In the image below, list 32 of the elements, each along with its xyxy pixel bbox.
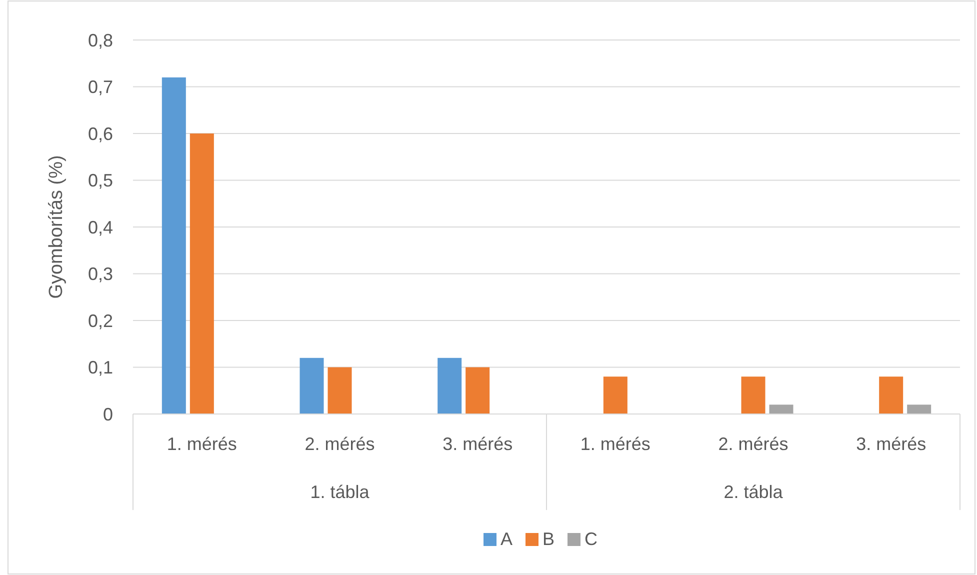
text: 1. tábla (310, 482, 370, 502)
y-axis-title: Gyomborítás (%) (46, 155, 67, 299)
y-tick-label: 0,2 (88, 310, 113, 331)
y-tick-label: 0,6 (88, 124, 113, 144)
y-tick-label: 0,3 (88, 264, 113, 284)
x-tick-label: 2. mérés (304, 434, 375, 454)
bar (300, 358, 324, 414)
y-tick-label: 0,8 (88, 30, 113, 50)
x-tick-label: 3. mérés (856, 434, 926, 454)
x-tick-label: 1. mérés (166, 434, 237, 454)
bar (328, 367, 352, 414)
y-tick-label: 0,1 (88, 358, 113, 378)
text: 2. tábla (724, 482, 784, 502)
y-tick-label: 0,7 (88, 77, 113, 98)
y-tick-label: 0 (102, 404, 113, 424)
bar (907, 404, 932, 414)
bar (466, 367, 490, 414)
legend-label: A (500, 529, 513, 549)
bar (879, 376, 904, 414)
bar (769, 404, 794, 414)
bar (162, 77, 186, 414)
y-tick-label: 0,4 (88, 217, 113, 238)
x-tick-label: 2. mérés (718, 434, 788, 454)
bar (603, 376, 628, 414)
legend-label: B (542, 529, 555, 549)
x-tick-label: 1. mérés (580, 434, 650, 454)
legend-label: C (584, 529, 598, 549)
bar (438, 358, 462, 414)
y-tick-label: 0,5 (88, 170, 113, 191)
bar (741, 376, 766, 414)
bar (190, 134, 214, 414)
x-tick-label: 3. mérés (442, 434, 513, 454)
